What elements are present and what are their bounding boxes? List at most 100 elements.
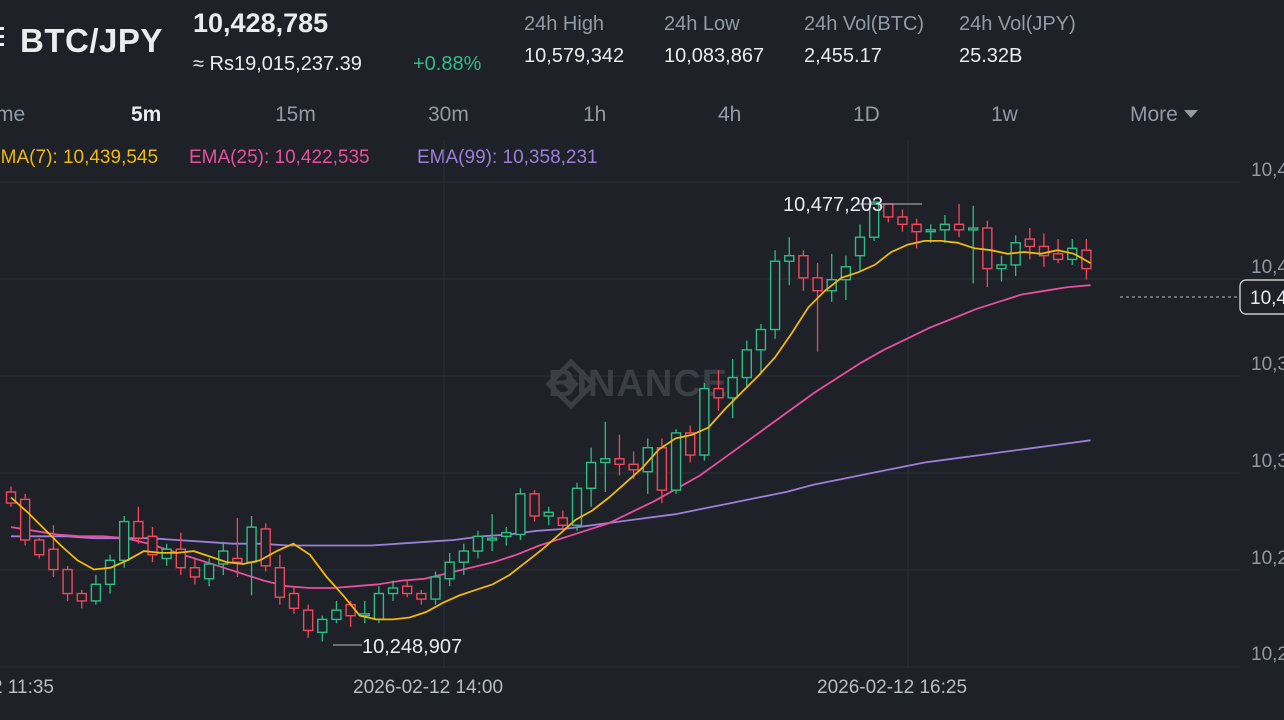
candle — [515, 488, 526, 540]
candle-body — [501, 531, 512, 538]
candle-body — [90, 583, 102, 602]
candle-body — [175, 548, 187, 569]
candle — [642, 438, 653, 494]
candle-body — [387, 587, 399, 595]
y-axis-tick-label: 10,3 — [1251, 354, 1284, 375]
candle-body — [48, 548, 59, 571]
tab-timeframe-1d[interactable]: 1D — [853, 103, 880, 126]
tab-timeframe-time[interactable]: me — [0, 103, 26, 126]
candle — [472, 530, 484, 559]
candle-body — [260, 528, 271, 567]
candle-body — [713, 387, 724, 399]
candle — [133, 506, 144, 544]
y-axis-tick-label: 10,4 — [1251, 160, 1284, 181]
candle — [826, 253, 837, 302]
candle — [203, 558, 215, 587]
candle — [288, 586, 300, 614]
tab-timeframe-5m[interactable]: 5m — [131, 103, 162, 126]
ema7-legend[interactable]: EMA(7): 10,439,545 — [0, 147, 159, 168]
candle — [331, 600, 342, 624]
candle-body — [897, 216, 908, 226]
candle — [968, 205, 979, 284]
candle-body — [996, 264, 1007, 270]
candle — [840, 255, 852, 300]
candle-body — [529, 493, 540, 517]
candle — [600, 421, 611, 492]
caret-down-icon — [1183, 110, 1198, 118]
candle — [713, 370, 724, 411]
stat-24h-high-value: 10,579,342 — [524, 45, 625, 67]
candle-body — [34, 539, 45, 556]
candle-body — [189, 566, 201, 578]
candle-body — [274, 566, 286, 598]
y-axis-tick-label: 10,3 — [1251, 451, 1284, 472]
candle — [416, 589, 427, 605]
candle — [699, 383, 710, 461]
tab-timeframe-30m[interactable]: 30m — [428, 103, 469, 126]
candle-body — [246, 526, 257, 563]
tab-timeframe-4h[interactable]: 4h — [718, 103, 742, 126]
low-price-annotation: 10,248,907 — [362, 636, 462, 658]
stat-24h-vol-btc-label: 24h Vol(BTC) — [804, 13, 925, 35]
more-timeframes-button[interactable]: More — [1130, 103, 1198, 127]
more-label: More — [1130, 103, 1178, 126]
candle-body — [62, 568, 73, 595]
current-price-label: 10,4 — [1250, 288, 1284, 309]
y-axis-tick-label: 10,2 — [1251, 644, 1284, 665]
candle — [628, 451, 639, 480]
candle — [685, 425, 696, 463]
candle — [543, 506, 554, 526]
candle-body — [939, 223, 951, 231]
ema25-legend[interactable]: EMA(25): 10,422,535 — [189, 147, 370, 168]
candle-body — [628, 463, 639, 471]
candle-body — [515, 493, 526, 536]
candle — [90, 575, 102, 605]
candle-body — [76, 592, 87, 602]
candle — [48, 525, 59, 577]
stat-24h-vol-jpy-value: 25.32B — [959, 45, 1023, 67]
tab-timeframe-15m[interactable]: 15m — [275, 103, 316, 126]
candle — [897, 209, 908, 232]
candle-body — [840, 266, 852, 281]
candle — [430, 571, 441, 605]
ema99-legend[interactable]: EMA(99): 10,358,231 — [417, 147, 598, 168]
stat-24h-high-label: 24h High — [524, 13, 605, 35]
candle-body — [19, 498, 31, 541]
candle-body — [472, 535, 484, 552]
stat-24h-vol-jpy-label: 24h Vol(JPY) — [959, 13, 1076, 35]
candle-body — [741, 349, 752, 379]
candle-body — [104, 559, 116, 586]
candle — [402, 580, 413, 598]
trading-pair-title[interactable]: BTC/JPY — [20, 22, 163, 59]
high-price-annotation: 10,477,203 — [783, 194, 883, 216]
candle — [104, 554, 116, 594]
candle-body — [699, 387, 710, 456]
candle-body — [302, 609, 314, 632]
candle-body — [359, 613, 370, 617]
candle-body — [444, 561, 455, 580]
x-axis-tick-label: 2 11:35 — [0, 677, 54, 698]
tab-timeframe-1w[interactable]: 1w — [991, 103, 1018, 126]
candle — [614, 434, 625, 476]
menu-icon[interactable] — [0, 22, 4, 56]
approx-fiat-price: ≈ Rs19,015,237.39 — [193, 53, 362, 75]
candle — [670, 429, 682, 494]
tab-timeframe-1h[interactable]: 1h — [583, 103, 607, 126]
candle — [585, 447, 597, 507]
candle-body — [769, 260, 781, 331]
candle-body — [784, 254, 795, 262]
candle — [571, 482, 583, 531]
candle-body — [925, 229, 936, 233]
candle — [373, 586, 385, 624]
candle — [1024, 228, 1036, 260]
candle-body — [868, 201, 880, 238]
candle — [317, 615, 328, 642]
candle — [854, 224, 866, 271]
candle — [741, 340, 752, 387]
candle — [5, 486, 17, 507]
candle — [1010, 235, 1021, 276]
candle-body — [755, 328, 767, 351]
candle — [982, 220, 993, 288]
candle — [387, 580, 399, 601]
